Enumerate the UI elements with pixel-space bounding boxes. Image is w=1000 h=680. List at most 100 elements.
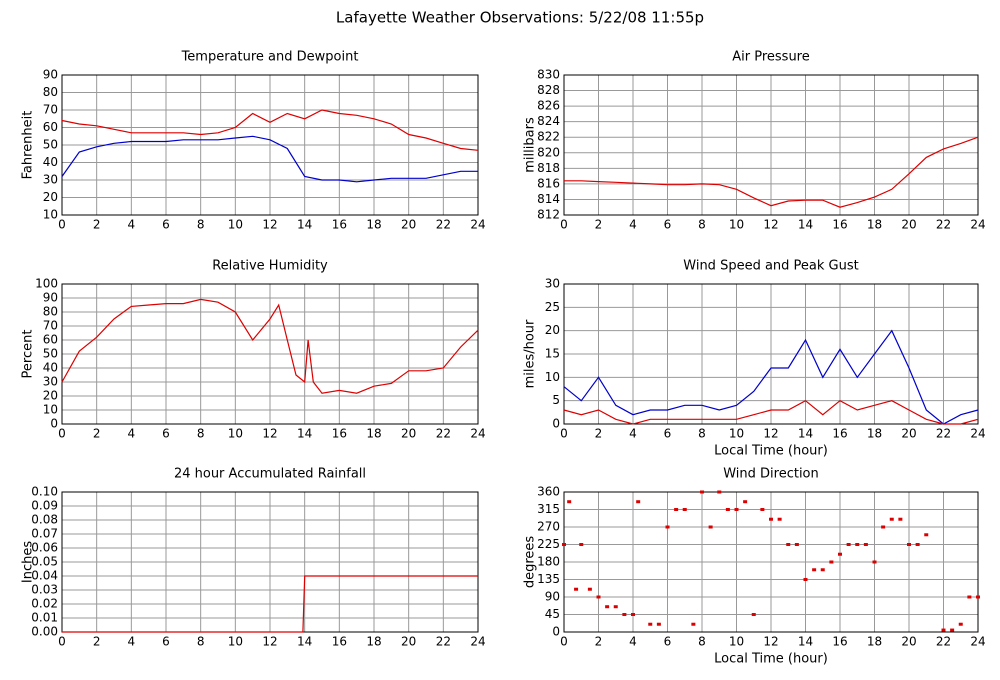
y-tick-label: 826	[537, 99, 560, 113]
x-tick-label: 24	[970, 427, 985, 441]
point	[691, 622, 696, 626]
point	[820, 568, 825, 572]
y-tick-label: 824	[537, 114, 560, 128]
point	[562, 543, 566, 546]
x-tick-label: 16	[832, 427, 847, 441]
y-tick-label: 45	[545, 607, 560, 621]
series-line	[564, 136, 979, 208]
x-tick-label: 10	[729, 635, 744, 649]
x-tick-label: 22	[436, 218, 451, 232]
x-tick-label: 12	[262, 427, 277, 441]
point	[889, 517, 894, 521]
y-tick-label: 270	[537, 520, 560, 534]
x-tick-label: 4	[629, 218, 637, 232]
x-tick-label: 24	[970, 218, 985, 232]
point	[613, 605, 618, 609]
x-tick-label: 8	[698, 218, 706, 232]
plot-frame	[563, 74, 979, 216]
x-tick-label: 20	[901, 635, 916, 649]
point	[838, 552, 842, 556]
y-tick-label: 820	[537, 145, 560, 159]
x-tick-label: 10	[729, 218, 744, 232]
x-tick-label: 14	[798, 427, 813, 441]
point	[907, 543, 911, 546]
point	[665, 525, 670, 529]
x-tick-label: 18	[366, 427, 381, 441]
x-tick-label: 24	[470, 427, 485, 441]
y-axis-label: Fahrenheit	[21, 111, 36, 180]
x-tick-label: 4	[629, 635, 637, 649]
x-tick-label: 4	[629, 427, 637, 441]
chart-title: Relative Humidity	[212, 259, 328, 274]
y-tick-label: 20	[545, 323, 560, 337]
point	[794, 543, 799, 546]
y-tick-label: 15	[545, 347, 560, 361]
y-tick-label: 812	[537, 208, 560, 222]
y-tick-label: 135	[537, 572, 560, 586]
point	[674, 508, 679, 511]
x-tick-label: 16	[832, 635, 847, 649]
point	[786, 543, 791, 546]
x-tick-label: 20	[401, 218, 416, 232]
x-tick-label: 18	[867, 427, 882, 441]
x-tick-label: 6	[162, 635, 170, 649]
y-tick-label: 70	[43, 103, 58, 117]
y-tick-label: 0.01	[31, 611, 58, 625]
point	[941, 628, 946, 632]
x-tick-label: 22	[936, 427, 951, 441]
y-tick-label: 180	[537, 555, 560, 569]
x-tick-label: 8	[698, 635, 706, 649]
x-tick-label: 8	[197, 635, 205, 649]
chart-title: Wind Direction	[723, 467, 819, 482]
chart-title: 24 hour Accumulated Rainfall	[174, 467, 366, 482]
y-axis-label: Percent	[21, 330, 36, 379]
x-tick-label: 0	[58, 427, 66, 441]
y-tick-label: 828	[537, 83, 560, 97]
y-tick-label: 10	[545, 370, 560, 384]
point	[967, 595, 972, 599]
point	[587, 587, 592, 591]
series-line	[563, 399, 979, 425]
x-tick-label: 14	[297, 635, 312, 649]
point	[579, 543, 584, 546]
y-tick-label: 818	[537, 161, 560, 175]
x-tick-label: 4	[128, 218, 136, 232]
y-tick-label: 0.06	[31, 541, 58, 555]
x-tick-label: 0	[560, 218, 568, 232]
x-tick-label: 20	[901, 218, 916, 232]
y-tick-label: 315	[537, 502, 560, 516]
y-tick-label: 0.04	[31, 569, 58, 583]
y-tick-label: 70	[43, 319, 58, 333]
point	[769, 517, 773, 521]
x-tick-label: 12	[763, 635, 778, 649]
x-axis-label: Local Time (hour)	[714, 652, 828, 667]
point	[743, 500, 748, 504]
y-tick-label: 0.00	[31, 625, 58, 639]
point	[950, 628, 955, 632]
point	[636, 500, 641, 504]
point	[812, 568, 817, 572]
x-tick-label: 16	[332, 635, 347, 649]
x-tick-label: 12	[262, 218, 277, 232]
y-tick-label: 20	[43, 389, 58, 403]
point	[976, 595, 980, 599]
x-tick-label: 10	[228, 218, 243, 232]
x-tick-label: 10	[228, 635, 243, 649]
x-tick-label: 12	[262, 635, 277, 649]
x-tick-label: 10	[228, 427, 243, 441]
x-tick-label: 0	[58, 635, 66, 649]
x-tick-label: 4	[128, 427, 136, 441]
y-axis-label: Inches	[21, 541, 36, 583]
point	[846, 543, 851, 546]
x-tick-label: 24	[970, 635, 985, 649]
y-tick-label: 50	[43, 347, 58, 361]
y-tick-label: 0	[50, 417, 58, 431]
point	[863, 543, 868, 546]
point	[872, 560, 877, 564]
y-tick-label: 25	[545, 300, 560, 314]
x-tick-label: 10	[729, 427, 744, 441]
point	[803, 578, 808, 581]
x-axis-label: Local Time (hour)	[714, 444, 828, 459]
y-tick-label: 5	[552, 393, 560, 407]
